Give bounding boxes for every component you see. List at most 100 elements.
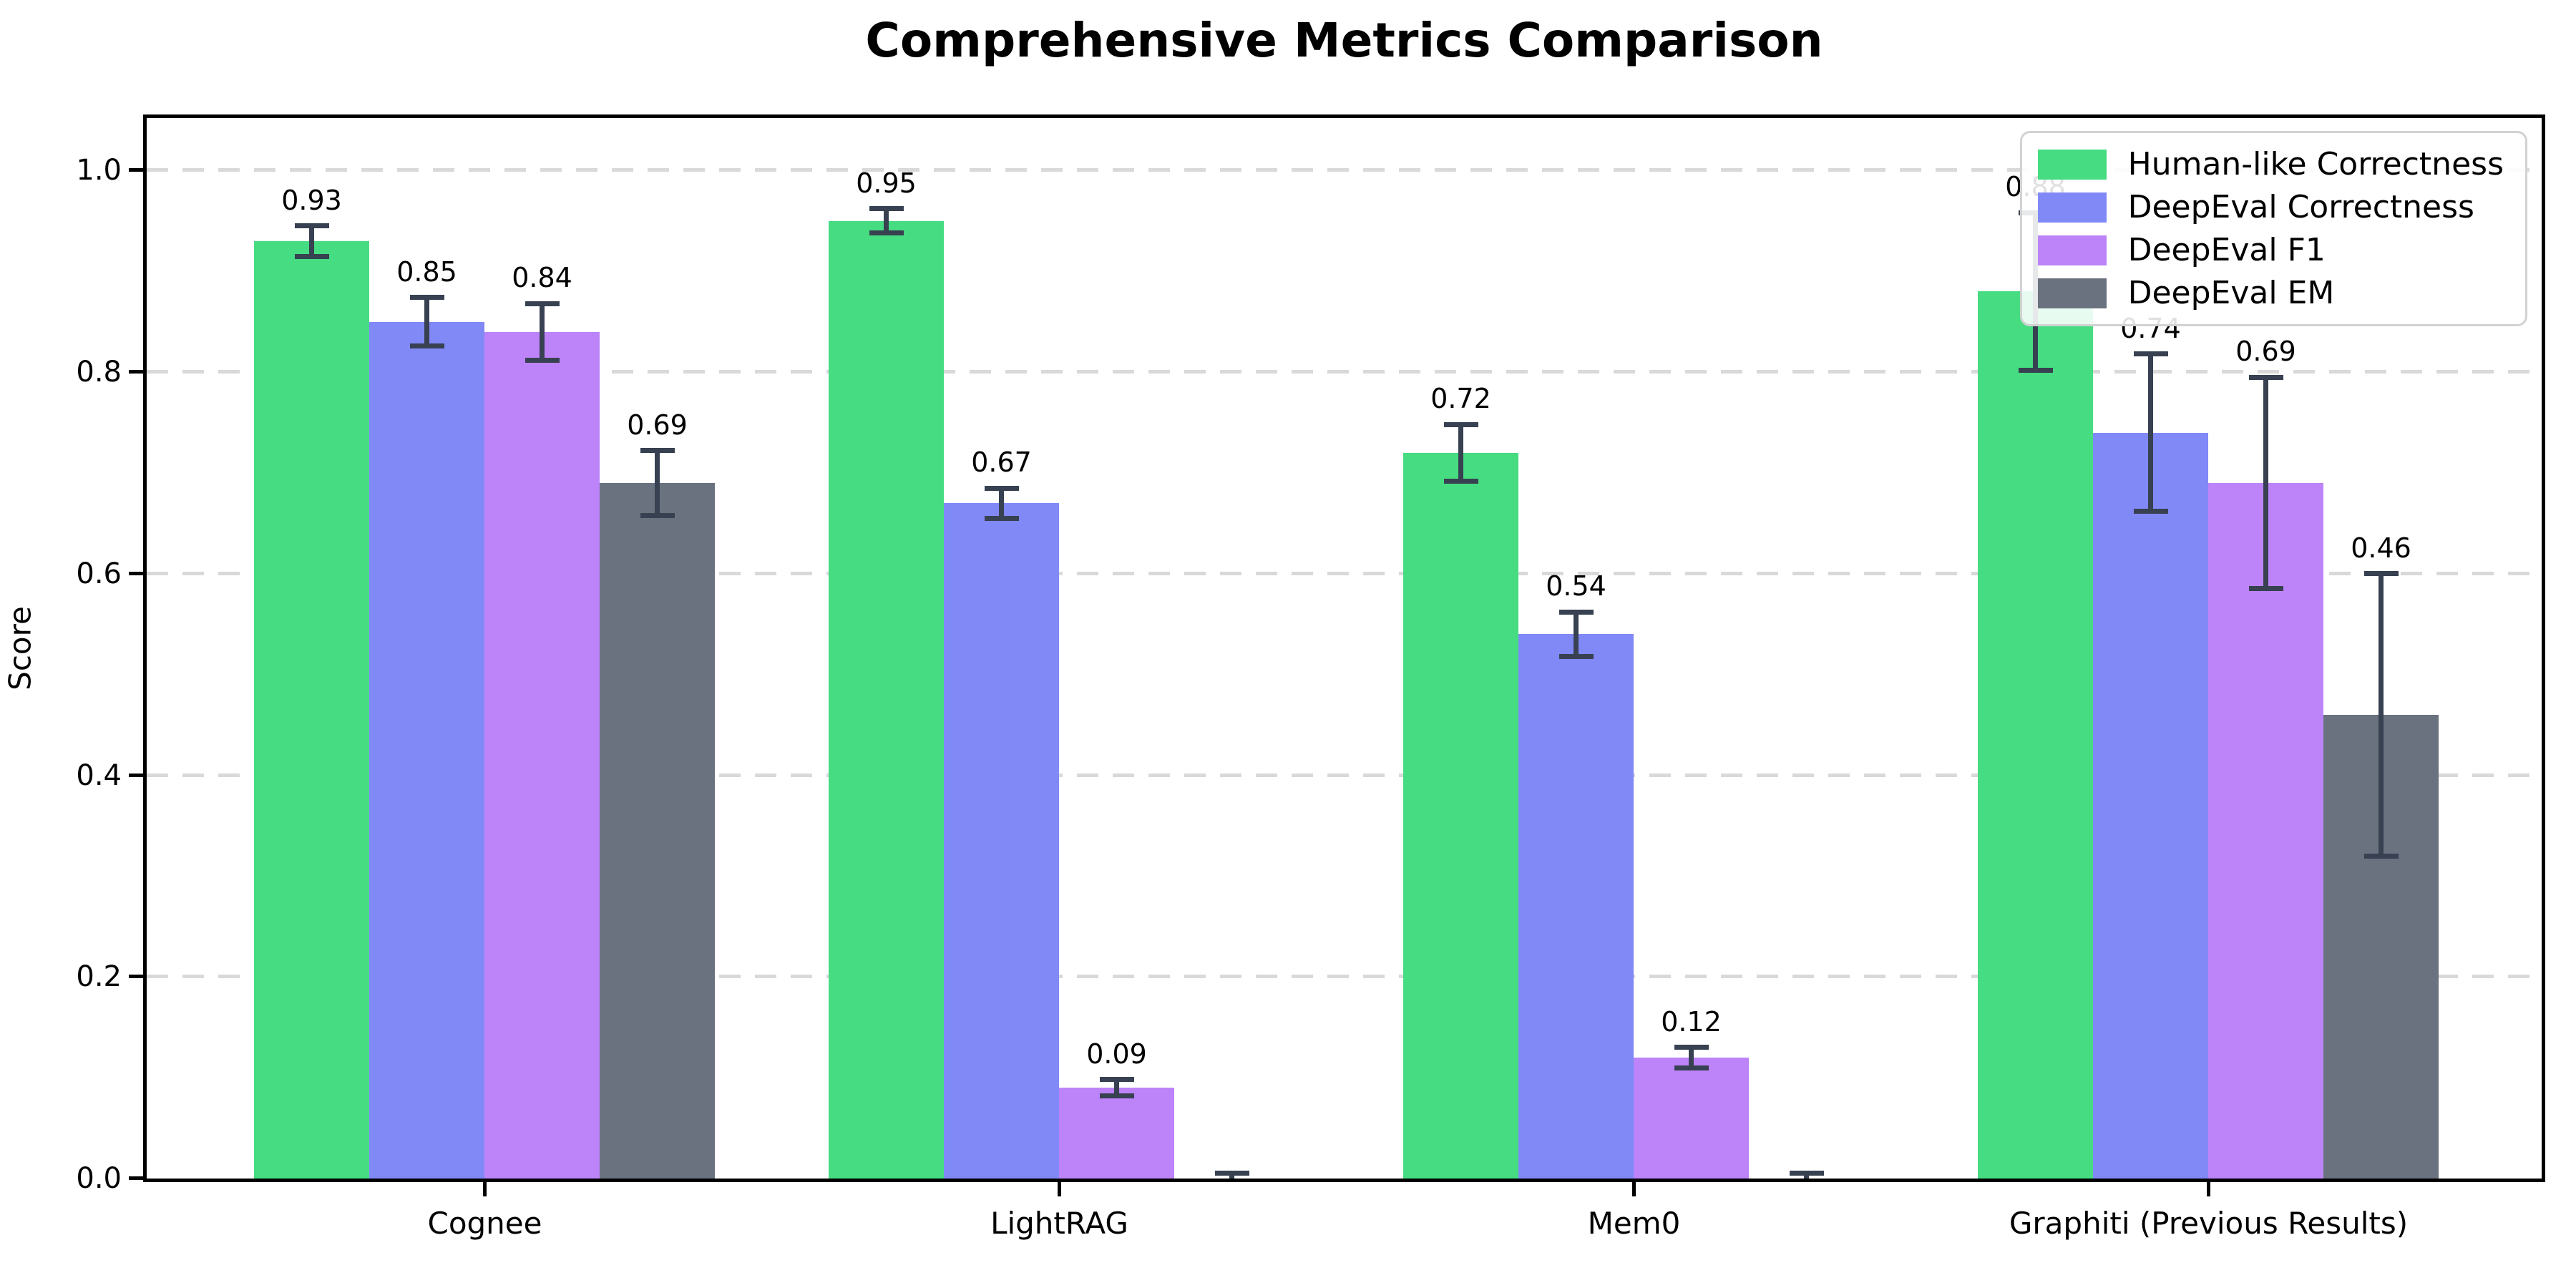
error-bar — [999, 488, 1004, 519]
y-tick — [129, 773, 143, 777]
error-bar-cap — [984, 485, 1019, 491]
bar — [254, 240, 369, 1179]
bar-group: 0.880.740.690.46 — [1921, 118, 2496, 1179]
error-bar — [1574, 612, 1579, 657]
y-tick — [129, 975, 143, 979]
error-bar-cap — [1443, 421, 1478, 427]
error-bar — [1458, 424, 1463, 482]
bar-value-label: 0.54 — [1546, 570, 1606, 602]
error-bar-cap — [869, 230, 904, 236]
y-tick-label: 0.4 — [76, 758, 122, 792]
error-bar-cap — [1558, 609, 1594, 615]
error-bar-cap — [525, 357, 560, 363]
bar — [1978, 291, 2093, 1179]
error-bar-cap — [2363, 853, 2399, 859]
bar-value-label: 0.95 — [856, 167, 917, 199]
error-bar — [2263, 377, 2268, 589]
bar-value-label: 0.85 — [396, 255, 457, 288]
error-bar — [1229, 1173, 1234, 1179]
error-bar — [2148, 353, 2153, 512]
x-tick-label: Graphiti (Previous Results) — [2009, 1206, 2409, 1241]
bar-group: 0.93 0.85 0.84 0.69 — [197, 118, 772, 1179]
x-tick — [1058, 1182, 1061, 1196]
bar — [2208, 482, 2323, 1179]
bar — [484, 331, 600, 1179]
error-bar-cap — [409, 295, 444, 301]
bar — [1403, 452, 1518, 1179]
bar-group: 0.72 0.54 0.12 — [1347, 118, 1921, 1179]
error-bar — [2379, 573, 2384, 857]
y-tick-label: 0.2 — [76, 960, 122, 994]
bar-group: 0.95 0.67 0.09 — [772, 118, 1347, 1179]
bar-value-label: 0.93 — [281, 184, 342, 216]
error-bar-cap — [1789, 1171, 1824, 1176]
chart-title: Comprehensive Metrics Comparison — [865, 13, 1823, 68]
y-axis-label: Score — [2, 606, 38, 691]
bar — [829, 220, 944, 1179]
legend-swatch — [2037, 278, 2107, 308]
error-bar-cap — [1214, 1171, 1249, 1176]
legend-label: DeepEval F1 — [2127, 232, 2326, 268]
error-bar — [1804, 1173, 1809, 1179]
gridline — [147, 773, 2542, 777]
error-bar-cap — [1558, 653, 1594, 659]
y-tick-label: 0.0 — [76, 1162, 122, 1195]
bar — [600, 482, 715, 1179]
bar-value-label: 0.67 — [971, 447, 1032, 479]
legend-item: DeepEval F1 — [2037, 232, 2504, 268]
bar-value-label: 0.12 — [1661, 1005, 1722, 1038]
x-tick-label: Cognee — [427, 1206, 542, 1241]
error-bar-cap — [1674, 1065, 1709, 1070]
legend-label: DeepEval EM — [2127, 275, 2335, 311]
error-bar-cap — [984, 515, 1019, 521]
legend-swatch — [2037, 149, 2107, 180]
bar — [369, 321, 484, 1179]
error-bar-cap — [294, 253, 329, 259]
x-tick-label: LightRAG — [990, 1206, 1128, 1241]
error-bar-cap — [2018, 367, 2053, 373]
bar-value-label: 0.84 — [512, 262, 572, 294]
legend-item: Human-like Correctness — [2037, 146, 2504, 182]
bar — [1634, 1057, 1749, 1179]
error-bar-cap — [409, 343, 444, 348]
error-bar-cap — [1674, 1045, 1709, 1050]
bar — [1059, 1088, 1174, 1179]
bar-value-label: 0.69 — [627, 409, 688, 441]
y-tick-label: 0.8 — [76, 356, 122, 389]
bar-value-label: 0.69 — [2235, 336, 2296, 368]
error-bar — [424, 297, 429, 346]
error-bar — [540, 303, 545, 361]
gridline — [147, 370, 2542, 374]
error-bar-cap — [2363, 571, 2399, 577]
legend-label: Human-like Correctness — [2127, 146, 2504, 182]
x-tick — [1632, 1182, 1636, 1196]
bar — [1518, 634, 1634, 1179]
x-tick — [483, 1182, 487, 1196]
legend-swatch — [2037, 235, 2107, 265]
x-tick — [2207, 1182, 2210, 1196]
legend-item: DeepEval Correctness — [2037, 189, 2504, 225]
legend: Human-like Correctness DeepEval Correctne… — [2019, 131, 2527, 326]
gridline — [147, 571, 2542, 575]
bar — [2093, 432, 2208, 1179]
error-bar — [309, 225, 314, 256]
error-bar-cap — [869, 206, 904, 212]
y-tick — [129, 370, 143, 374]
bar — [944, 503, 1059, 1179]
y-tick-label: 0.6 — [76, 557, 122, 590]
error-bar-cap — [1099, 1093, 1134, 1098]
error-bar — [1689, 1047, 1694, 1068]
error-bar-cap — [2248, 374, 2283, 380]
error-bar-cap — [640, 448, 675, 454]
gridline — [147, 975, 2542, 979]
plot-area: Human-like Correctness DeepEval Correctne… — [76, 114, 2545, 1241]
error-bar-cap — [294, 223, 329, 229]
error-bar-cap — [2133, 508, 2168, 514]
gridline — [147, 168, 2542, 172]
bar-value-label: 0.72 — [1430, 383, 1491, 415]
bar-value-label: 0.46 — [2351, 532, 2411, 564]
error-bar — [884, 208, 889, 233]
legend-item: DeepEval EM — [2037, 275, 2504, 311]
error-bar-cap — [2248, 586, 2283, 592]
